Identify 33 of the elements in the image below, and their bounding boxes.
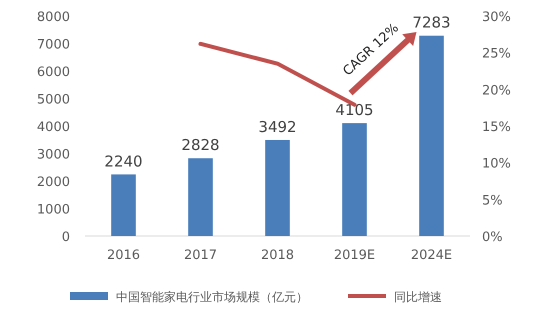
x-tick-label: 2018 xyxy=(260,248,294,263)
y2-tick-label: 30% xyxy=(482,10,511,25)
y-tick-label: 6000 xyxy=(36,65,70,80)
y2-tick-label: 15% xyxy=(482,120,511,135)
x-tick-label: 2017 xyxy=(184,248,218,263)
y2-tick-label: 10% xyxy=(482,156,511,172)
data-label: 2828 xyxy=(181,136,220,154)
bar xyxy=(111,174,136,236)
bar xyxy=(419,36,444,236)
y-tick-label: 7000 xyxy=(36,38,70,52)
x-tick-label: 2019E xyxy=(334,248,376,263)
y2-tick-label: 5% xyxy=(482,193,503,208)
bar xyxy=(342,123,367,236)
x-tick-label: 2024E xyxy=(410,248,452,263)
bar xyxy=(265,140,290,236)
y-tick-label: 3000 xyxy=(36,148,70,162)
y-tick-label: 4000 xyxy=(36,120,70,135)
legend-label: 中国智能家电行业市场规模（亿元） xyxy=(116,290,308,304)
y2-tick-label: 20% xyxy=(482,83,511,98)
data-label: 4105 xyxy=(335,101,374,120)
y2-tick-label: 0% xyxy=(482,230,503,245)
y-tick-label: 5000 xyxy=(36,92,70,108)
y-tick-label: 2000 xyxy=(36,175,70,190)
data-label: 3492 xyxy=(258,118,297,136)
data-label: 2240 xyxy=(104,152,143,170)
y-tick-label: 8000 xyxy=(36,10,70,25)
y-tick-label: 0 xyxy=(62,230,70,245)
legend-label: 同比增速 xyxy=(394,290,442,304)
y2-tick-label: 25% xyxy=(482,46,511,62)
bar xyxy=(188,158,213,236)
x-tick-label: 2016 xyxy=(106,248,140,263)
data-label: 7283 xyxy=(412,14,451,32)
y-tick-label: 1000 xyxy=(36,202,70,218)
